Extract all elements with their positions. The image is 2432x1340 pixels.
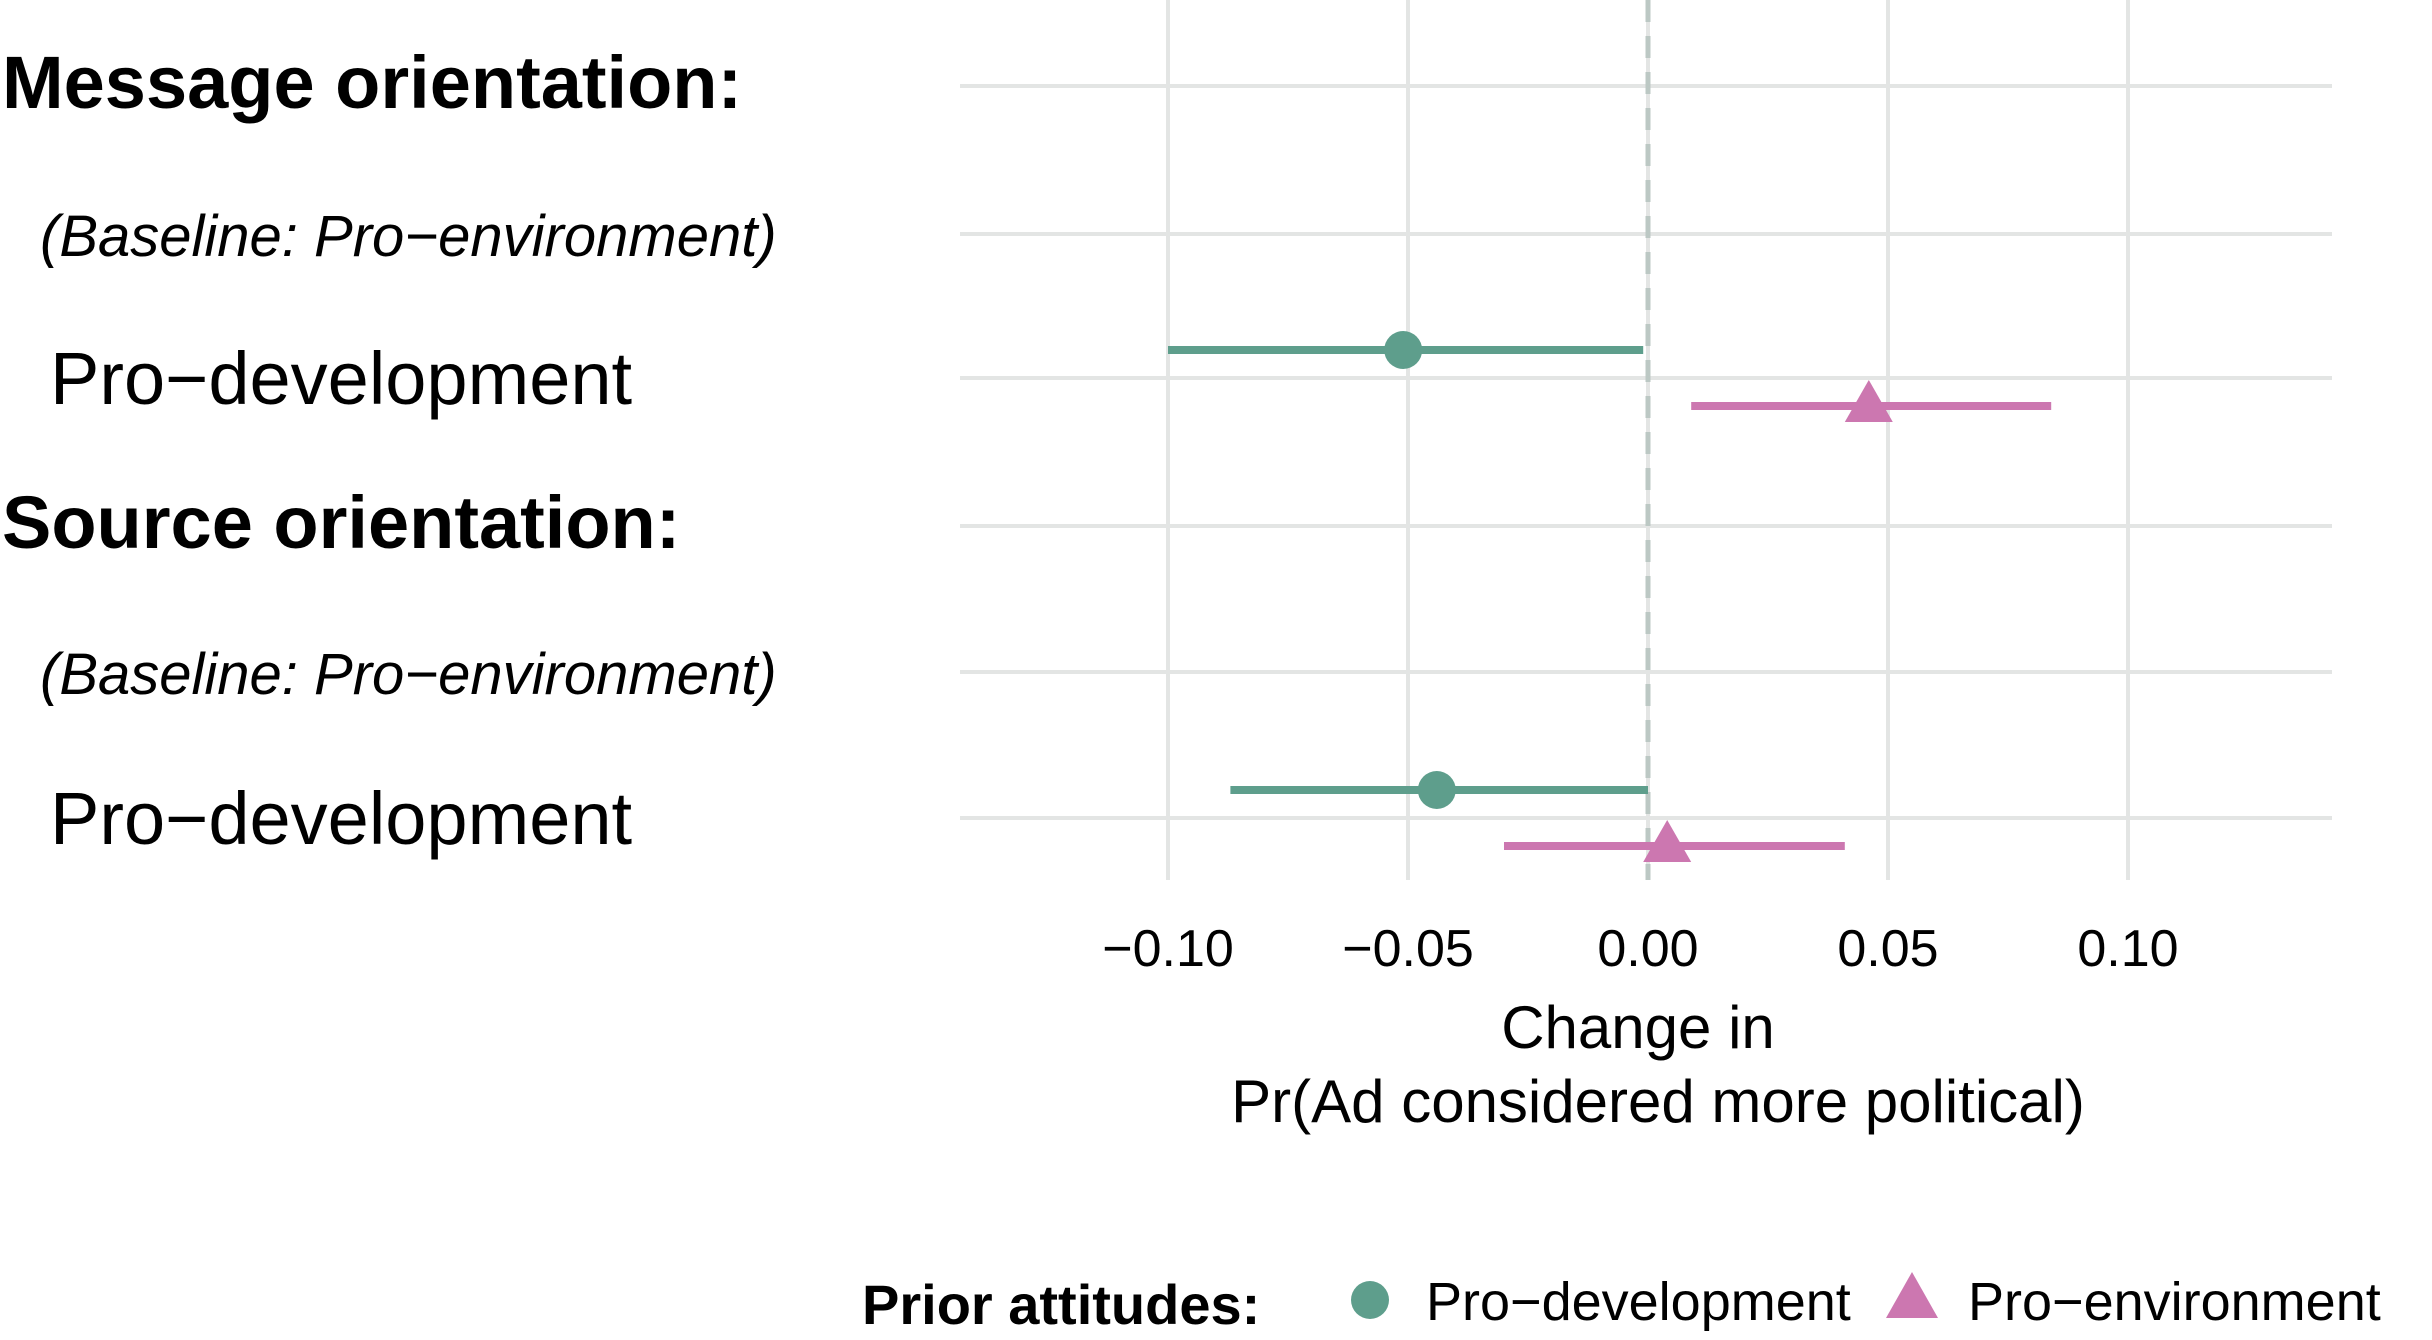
row-label: Message orientation: — [2, 41, 742, 124]
x-tick-label: 0.05 — [1837, 920, 1938, 978]
x-tick-labels: −0.10 −0.05 0.00 0.05 0.10 — [1102, 920, 2178, 978]
x-tick-label: −0.10 — [1102, 920, 1234, 978]
x-axis-title-line2: Pr(Ad considered more political) — [1231, 1068, 2085, 1135]
x-tick-label: 0.10 — [2077, 920, 2178, 978]
point-marker — [1417, 771, 1456, 809]
row-labels: Message orientation: (Baseline: Pro−envir… — [2, 41, 777, 860]
point-marker — [1643, 819, 1692, 862]
legend-entry-label: Pro−development — [1426, 1272, 1851, 1332]
point-marker — [1384, 331, 1423, 369]
gridlines — [960, 0, 2332, 880]
row-label: Source orientation: — [2, 481, 680, 564]
legend-title: Prior attitudes: — [862, 1273, 1260, 1336]
row-label: (Baseline: Pro−environment) — [40, 642, 777, 707]
x-axis-title-line1: Change in — [1501, 994, 1775, 1061]
legend-key-circle — [1351, 1281, 1389, 1319]
legend-key-triangle — [1886, 1272, 1938, 1318]
row-label: (Baseline: Pro−environment) — [40, 204, 777, 269]
data-marks — [1168, 331, 2052, 862]
point-marker — [1844, 379, 1893, 422]
x-tick-label: −0.05 — [1342, 920, 1474, 978]
row-label: Pro−development — [50, 337, 633, 420]
legend-entry-label: Pro−environment — [1968, 1272, 2381, 1332]
legend: Prior attitudes: Pro−development Pro−envi… — [862, 1272, 2381, 1336]
x-tick-label: 0.00 — [1597, 920, 1698, 978]
row-label: Pro−development — [50, 777, 633, 860]
